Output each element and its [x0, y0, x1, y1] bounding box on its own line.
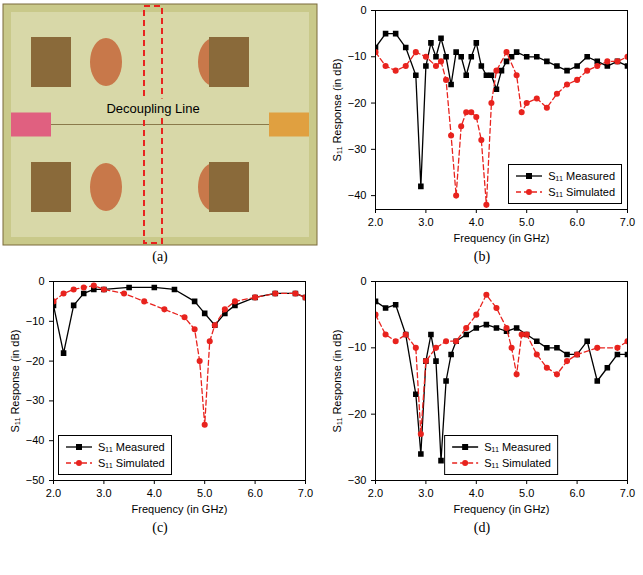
svg-text:S₁₁ Response (in dB): S₁₁ Response (in dB) — [331, 59, 343, 162]
html-text:S₁₁ Measured: S₁₁ Measured — [98, 441, 165, 453]
svg-text:2.0: 2.0 — [46, 487, 61, 499]
html-text:S₁₁ Simulated: S₁₁ Simulated — [484, 457, 551, 469]
svg-text:−30: −30 — [26, 394, 45, 406]
svg-text:−50: −50 — [26, 474, 45, 486]
html-text:S₁₁ Simulated: S₁₁ Simulated — [98, 457, 165, 469]
svg-text:−10: −10 — [348, 50, 367, 62]
svg-text:4.0: 4.0 — [147, 487, 162, 499]
svg-text:−10: −10 — [348, 341, 367, 353]
svg-text:−40: −40 — [26, 434, 45, 446]
svg-text:4.0: 4.0 — [469, 216, 484, 228]
svg-text:3.0: 3.0 — [96, 487, 111, 499]
html-text:(b): (b) — [473, 249, 491, 264]
html-text:(a): (a) — [152, 249, 168, 264]
svg-text:0: 0 — [38, 275, 44, 287]
html-text:(c): (c) — [152, 520, 168, 535]
html-text:S₁₁ Simulated: S₁₁ Simulated — [548, 186, 615, 198]
svg-text:0: 0 — [360, 275, 366, 287]
html-text:S₁₁ Measured: S₁₁ Measured — [484, 441, 551, 453]
svg-text:4.0: 4.0 — [469, 487, 484, 499]
svg-text:Decoupling Line: Decoupling Line — [106, 101, 199, 116]
svg-text:7.0: 7.0 — [298, 487, 313, 499]
svg-text:Frequency (in GHz): Frequency (in GHz) — [454, 503, 550, 515]
svg-text:−30: −30 — [348, 143, 367, 155]
svg-text:−20: −20 — [348, 97, 367, 109]
svg-text:2.0: 2.0 — [368, 216, 383, 228]
svg-text:−30: −30 — [348, 474, 367, 486]
svg-text:2.0: 2.0 — [368, 487, 383, 499]
svg-text:5.0: 5.0 — [197, 487, 212, 499]
svg-text:5.0: 5.0 — [519, 487, 534, 499]
svg-text:−10: −10 — [26, 315, 45, 327]
svg-text:−40: −40 — [348, 189, 367, 201]
svg-text:0: 0 — [360, 4, 366, 16]
svg-text:S₁₁ Response (in dB): S₁₁ Response (in dB) — [331, 330, 343, 433]
html-text:S₁₁ Measured: S₁₁ Measured — [548, 170, 615, 182]
svg-text:S₁₁ Response (in dB): S₁₁ Response (in dB) — [9, 330, 21, 433]
svg-text:5.0: 5.0 — [519, 216, 534, 228]
svg-text:7.0: 7.0 — [620, 487, 635, 499]
svg-text:Frequency (in GHz): Frequency (in GHz) — [454, 232, 550, 244]
svg-text:3.0: 3.0 — [418, 487, 433, 499]
svg-text:6.0: 6.0 — [247, 487, 262, 499]
svg-text:7.0: 7.0 — [620, 216, 635, 228]
svg-text:6.0: 6.0 — [569, 216, 584, 228]
html-text:(d): (d) — [473, 520, 491, 535]
svg-text:−20: −20 — [348, 408, 367, 420]
svg-text:Frequency (in GHz): Frequency (in GHz) — [132, 503, 228, 515]
svg-text:3.0: 3.0 — [418, 216, 433, 228]
svg-text:6.0: 6.0 — [569, 487, 584, 499]
svg-text:−20: −20 — [26, 355, 45, 367]
